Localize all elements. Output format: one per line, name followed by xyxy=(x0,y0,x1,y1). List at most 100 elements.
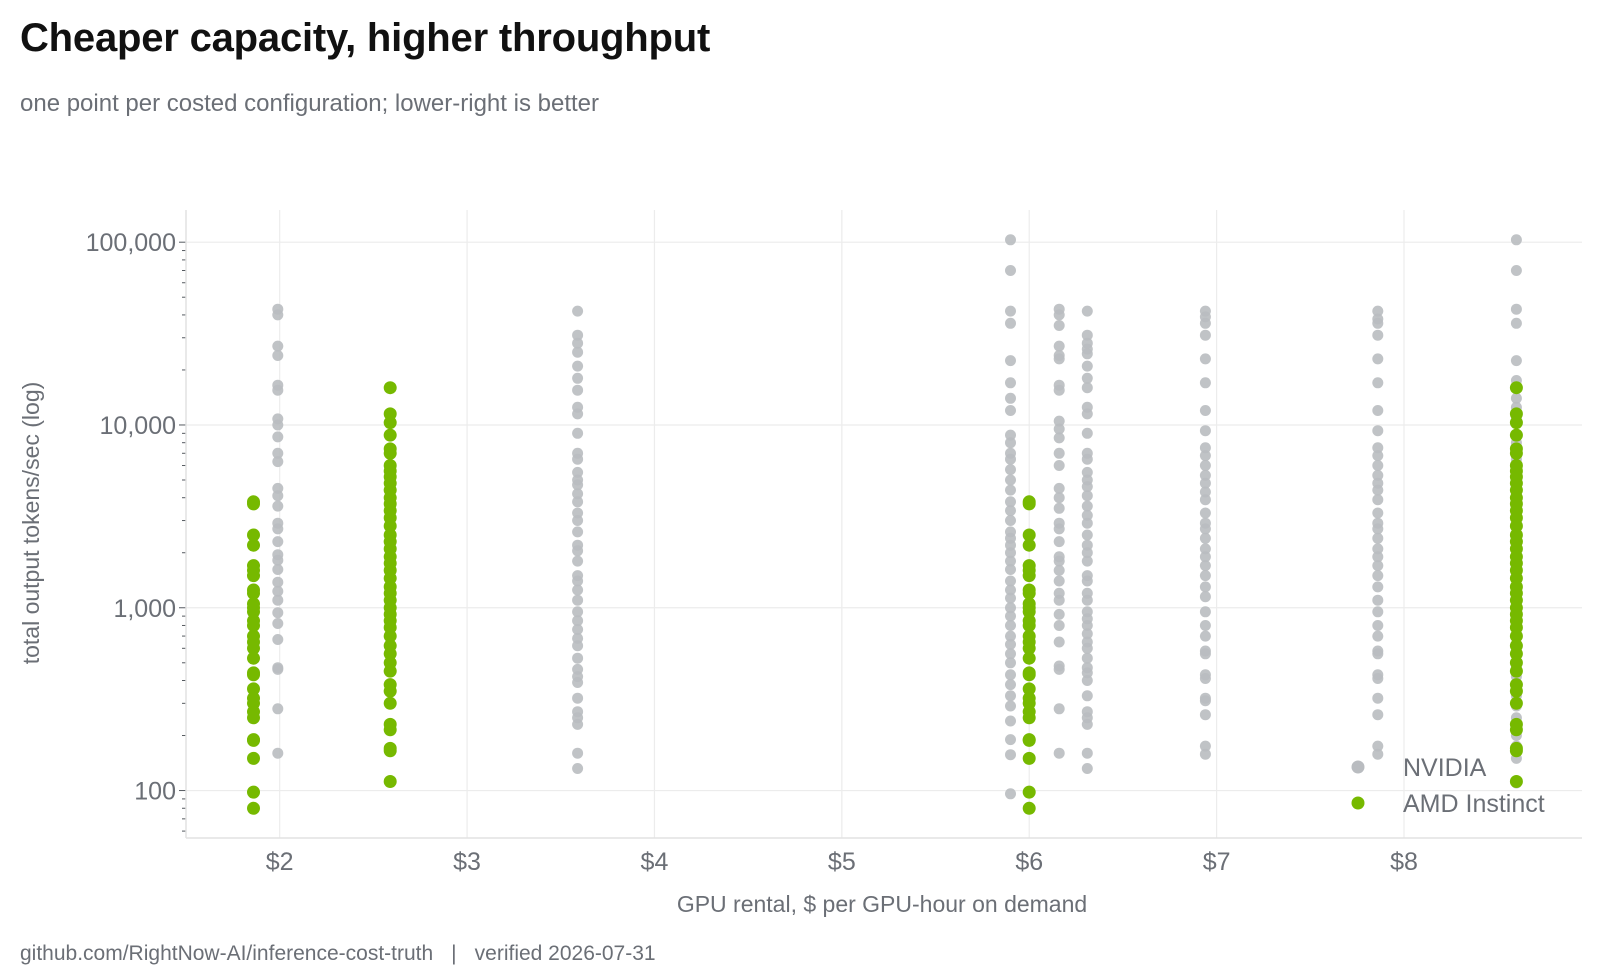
nvidia-point xyxy=(1053,460,1065,471)
nvidia-point xyxy=(1372,507,1384,519)
nvidia-point xyxy=(272,564,284,575)
nvidia-point xyxy=(1005,464,1016,476)
nvidia-point xyxy=(1372,460,1384,471)
footer: github.com/RightNow-AI/inference-cost-tr… xyxy=(20,942,656,966)
nvidia-point xyxy=(1199,353,1211,365)
data-points xyxy=(247,234,1523,815)
series-amd-instinct xyxy=(247,381,1523,815)
nvidia-point xyxy=(572,337,584,349)
nvidia-point xyxy=(272,634,284,645)
nvidia-point xyxy=(1372,425,1384,437)
amd-point xyxy=(1509,519,1523,533)
nvidia-point xyxy=(1199,591,1211,603)
nvidia-point xyxy=(272,384,284,396)
nvidia-point xyxy=(1081,453,1093,465)
nvidia-point xyxy=(1053,353,1065,365)
amd-point xyxy=(1509,775,1523,788)
amd-point xyxy=(247,569,260,583)
nvidia-point xyxy=(1005,602,1016,614)
nvidia-point xyxy=(1199,450,1211,462)
nvidia-point xyxy=(272,594,284,606)
amd-point xyxy=(383,744,397,758)
nvidia-point xyxy=(1081,500,1093,512)
nvidia-point xyxy=(1005,377,1016,389)
nvidia-point xyxy=(1005,679,1016,691)
nvidia-point xyxy=(1005,437,1016,449)
nvidia-point xyxy=(1199,560,1211,572)
nvidia-point xyxy=(572,555,584,567)
nvidia-point xyxy=(1081,360,1093,372)
source-link[interactable]: github.com/RightNow-AI/inference-cost-tr… xyxy=(20,942,434,965)
nvidia-point xyxy=(272,456,284,468)
axes: $2 $3 $4 $5 $6 $7 $8 100 1,000 10,000 100,000 xyxy=(86,210,1582,876)
nvidia-point xyxy=(1005,515,1016,526)
nvidia-point xyxy=(1510,317,1522,329)
nvidia-point xyxy=(1372,469,1384,481)
nvidia-point xyxy=(1005,484,1016,496)
y-axis-label: total output tokens/sec (log) xyxy=(18,382,44,665)
nvidia-point xyxy=(1199,740,1211,752)
nvidia-point xyxy=(272,419,284,431)
nvidia-point xyxy=(572,305,584,317)
nvidia-point xyxy=(1081,305,1093,317)
nvidia-point xyxy=(1199,709,1211,721)
amd-point xyxy=(1022,651,1036,665)
amd-point xyxy=(383,684,397,698)
amd-point xyxy=(247,538,260,552)
nvidia-point xyxy=(1372,748,1384,760)
chart-title: Cheaper capacity, higher throughput xyxy=(20,16,711,60)
nvidia-point xyxy=(1199,620,1211,631)
x-tick-label: $3 xyxy=(453,848,481,876)
nvidia-point xyxy=(1005,547,1016,559)
amd-point xyxy=(1509,428,1523,442)
nvidia-point xyxy=(1510,234,1522,246)
nvidia-point xyxy=(572,692,584,704)
nvidia-point xyxy=(1053,415,1065,427)
nvidia-point xyxy=(572,584,584,596)
nvidia-point xyxy=(572,466,584,478)
amd-point xyxy=(247,497,260,511)
nvidia-point xyxy=(1053,594,1065,606)
amd-point xyxy=(247,801,260,815)
nvidia-point xyxy=(1199,377,1211,389)
nvidia-point xyxy=(1053,447,1065,459)
nvidia-point xyxy=(1372,450,1384,462)
legend-marker xyxy=(1351,796,1365,810)
nvidia-point xyxy=(272,523,284,535)
nvidia-point xyxy=(1005,305,1016,317)
nvidia-point xyxy=(1372,523,1384,535)
amd-point xyxy=(1509,416,1523,430)
nvidia-point xyxy=(1372,484,1384,496)
nvidia-point xyxy=(1372,570,1384,582)
nvidia-point xyxy=(1005,788,1016,800)
nvidia-point xyxy=(1199,570,1211,582)
amd-point xyxy=(247,605,260,619)
y-tick-label: 10,000 xyxy=(100,412,176,440)
nvidia-point xyxy=(1005,564,1016,575)
amd-point xyxy=(383,664,397,678)
nvidia-point xyxy=(1053,432,1065,444)
nvidia-point xyxy=(1081,529,1093,541)
amd-point xyxy=(1022,711,1036,725)
nvidia-point xyxy=(1199,494,1211,506)
nvidia-point xyxy=(1372,620,1384,631)
nvidia-point xyxy=(272,747,284,759)
nvidia-point xyxy=(1081,675,1093,686)
amd-point xyxy=(383,775,397,788)
nvidia-point xyxy=(1081,329,1093,341)
amd-point xyxy=(1022,528,1036,542)
amd-point xyxy=(1509,744,1523,758)
amd-point xyxy=(1022,497,1036,511)
x-tick-label: $4 xyxy=(641,848,669,876)
nvidia-point xyxy=(572,372,584,384)
nvidia-point xyxy=(572,515,584,526)
nvidia-point xyxy=(1081,718,1093,730)
nvidia-point xyxy=(1199,551,1211,563)
amd-point xyxy=(1022,619,1036,632)
nvidia-point xyxy=(1510,303,1522,315)
nvidia-point xyxy=(1081,408,1093,420)
x-tick-label: $6 xyxy=(1015,848,1043,876)
nvidia-point xyxy=(1199,460,1211,471)
nvidia-point xyxy=(1081,642,1093,654)
